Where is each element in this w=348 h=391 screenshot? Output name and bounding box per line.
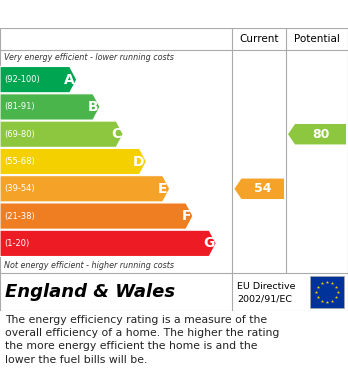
Text: (55-68): (55-68): [4, 157, 35, 166]
Text: B: B: [87, 100, 98, 114]
Polygon shape: [0, 176, 170, 202]
Polygon shape: [0, 121, 123, 147]
Text: (39-54): (39-54): [4, 184, 34, 193]
Text: 2002/91/EC: 2002/91/EC: [237, 294, 292, 303]
Text: Very energy efficient - lower running costs: Very energy efficient - lower running co…: [4, 54, 174, 63]
Text: Not energy efficient - higher running costs: Not energy efficient - higher running co…: [4, 260, 174, 269]
Text: C: C: [111, 127, 121, 141]
Text: 54: 54: [254, 182, 271, 195]
Text: (92-100): (92-100): [4, 75, 40, 84]
Text: 80: 80: [312, 128, 329, 141]
Text: E: E: [158, 182, 168, 196]
Text: F: F: [181, 209, 191, 223]
Text: Energy Efficiency Rating: Energy Efficiency Rating: [10, 7, 213, 22]
Text: A: A: [64, 73, 75, 87]
Text: D: D: [133, 154, 144, 169]
Polygon shape: [0, 148, 147, 175]
Text: (81-91): (81-91): [4, 102, 34, 111]
Text: (1-20): (1-20): [4, 239, 29, 248]
Text: (69-80): (69-80): [4, 130, 35, 139]
Polygon shape: [235, 179, 284, 199]
Polygon shape: [0, 66, 77, 93]
Text: Current: Current: [239, 34, 279, 44]
Text: EU Directive: EU Directive: [237, 282, 296, 291]
Bar: [310, 276, 344, 308]
Text: The energy efficiency rating is a measure of the
overall efficiency of a home. T: The energy efficiency rating is a measur…: [5, 315, 279, 364]
Polygon shape: [0, 94, 100, 120]
Text: Potential: Potential: [294, 34, 340, 44]
Polygon shape: [0, 230, 216, 256]
Text: England & Wales: England & Wales: [5, 283, 175, 301]
Text: G: G: [203, 236, 214, 250]
Polygon shape: [288, 124, 346, 144]
Text: (21-38): (21-38): [4, 212, 35, 221]
Polygon shape: [0, 203, 193, 229]
